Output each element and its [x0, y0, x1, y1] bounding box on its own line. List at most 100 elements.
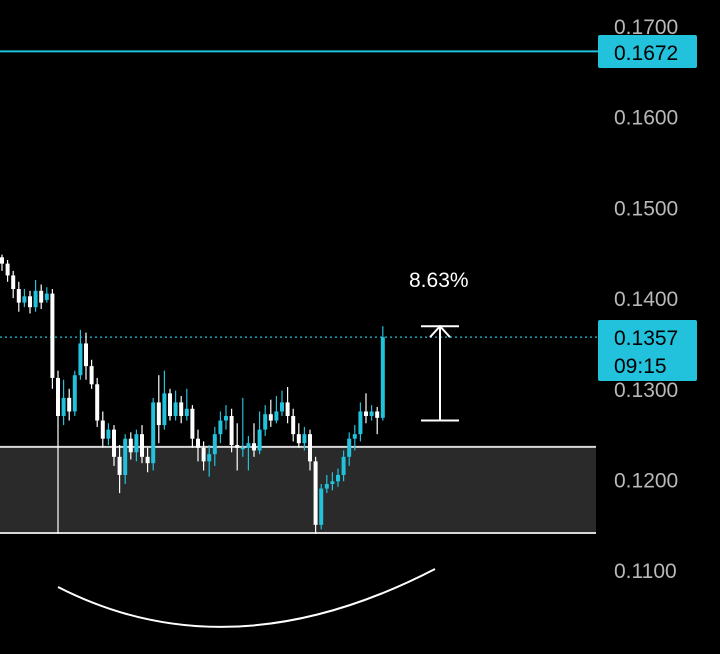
- candle[interactable]: [151, 397, 156, 471]
- candle[interactable]: [296, 423, 301, 448]
- candle[interactable]: [61, 379, 66, 426]
- candle[interactable]: [274, 396, 279, 424]
- candle-body: [375, 411, 380, 418]
- candle[interactable]: [44, 287, 49, 303]
- candle-body: [347, 438, 352, 457]
- support-zone-box: [0, 446, 596, 534]
- candle[interactable]: [302, 426, 307, 451]
- candle[interactable]: [380, 326, 385, 421]
- candle[interactable]: [39, 284, 44, 309]
- candle[interactable]: [28, 290, 32, 314]
- candle[interactable]: [364, 393, 368, 424]
- candle[interactable]: [229, 408, 234, 453]
- candle-body: [274, 411, 279, 421]
- current-price-badge-countdown: 09:15: [614, 355, 667, 378]
- y-tick-label: 0.1300: [614, 379, 678, 402]
- candle[interactable]: [11, 270, 16, 299]
- candle[interactable]: [168, 388, 172, 421]
- candle-body: [341, 456, 346, 475]
- candle[interactable]: [89, 359, 94, 389]
- candle[interactable]: [56, 370, 60, 534]
- candle[interactable]: [184, 388, 189, 421]
- candle[interactable]: [134, 429, 139, 462]
- candle-body: [212, 434, 217, 455]
- candle-body: [16, 289, 21, 303]
- candle[interactable]: [375, 406, 380, 435]
- price-axis-ticks: 0.1700 0.1600 0.1500 0.1400 0.1300 0.1200 0.11…: [614, 16, 678, 654]
- candle[interactable]: [369, 405, 374, 421]
- candle[interactable]: [16, 281, 21, 312]
- candle[interactable]: [0, 254, 4, 271]
- candle[interactable]: [280, 390, 284, 417]
- candle[interactable]: [78, 329, 83, 380]
- candle[interactable]: [162, 370, 167, 430]
- candle[interactable]: [95, 377, 100, 427]
- candles-layer[interactable]: [0, 254, 385, 534]
- candle-body: [89, 366, 94, 385]
- candle[interactable]: [173, 390, 178, 421]
- candle-body: [246, 443, 251, 448]
- candle[interactable]: [313, 456, 318, 534]
- candle[interactable]: [268, 399, 273, 427]
- candle[interactable]: [123, 434, 128, 485]
- candle[interactable]: [252, 423, 256, 457]
- candle[interactable]: [128, 432, 133, 460]
- candle[interactable]: [106, 423, 111, 446]
- candle-body: [84, 343, 88, 367]
- candle[interactable]: [156, 375, 161, 444]
- candle[interactable]: [257, 411, 262, 455]
- candle[interactable]: [240, 397, 245, 457]
- candle[interactable]: [324, 474, 329, 494]
- candle[interactable]: [33, 279, 38, 312]
- candle-body: [263, 414, 268, 430]
- line-price-badge: [598, 35, 697, 68]
- candle[interactable]: [112, 425, 116, 466]
- candle-body: [151, 402, 156, 464]
- candle[interactable]: [145, 447, 150, 473]
- candle[interactable]: [190, 405, 195, 448]
- candle[interactable]: [201, 441, 206, 471]
- candle[interactable]: [218, 411, 223, 444]
- candle-body: [291, 416, 296, 435]
- candle[interactable]: [72, 370, 77, 417]
- candle[interactable]: [246, 435, 251, 471]
- candle-body: [56, 377, 60, 417]
- candle[interactable]: [207, 445, 212, 477]
- candle[interactable]: [224, 405, 228, 430]
- candle[interactable]: [330, 472, 335, 491]
- candle[interactable]: [347, 432, 352, 466]
- candle[interactable]: [235, 423, 240, 471]
- candle[interactable]: [291, 408, 296, 442]
- candle-body: [173, 402, 178, 417]
- measure-tool[interactable]: [421, 324, 459, 422]
- candle[interactable]: [179, 396, 184, 424]
- candle-body: [140, 434, 144, 457]
- candle[interactable]: [22, 289, 27, 308]
- candle-body: [106, 429, 111, 439]
- candle[interactable]: [212, 426, 217, 466]
- candle[interactable]: [50, 289, 55, 389]
- candle[interactable]: [285, 386, 290, 424]
- candle-body: [123, 438, 128, 475]
- candle-body: [201, 447, 206, 462]
- candle[interactable]: [5, 260, 10, 282]
- candle[interactable]: [196, 429, 200, 462]
- candle[interactable]: [84, 332, 88, 380]
- candle[interactable]: [341, 450, 346, 482]
- candle[interactable]: [358, 402, 363, 442]
- candle-body: [100, 420, 105, 439]
- candle[interactable]: [319, 484, 324, 530]
- candle-body: [112, 429, 116, 457]
- candle[interactable]: [67, 388, 72, 421]
- candle[interactable]: [263, 405, 268, 436]
- candle[interactable]: [140, 425, 144, 464]
- candle-body: [162, 393, 167, 426]
- candle[interactable]: [308, 429, 312, 471]
- candle[interactable]: [100, 411, 105, 448]
- candle[interactable]: [117, 445, 122, 494]
- candle[interactable]: [352, 425, 357, 451]
- candle-body: [179, 402, 184, 417]
- candle[interactable]: [336, 468, 340, 487]
- candle-body: [280, 402, 284, 412]
